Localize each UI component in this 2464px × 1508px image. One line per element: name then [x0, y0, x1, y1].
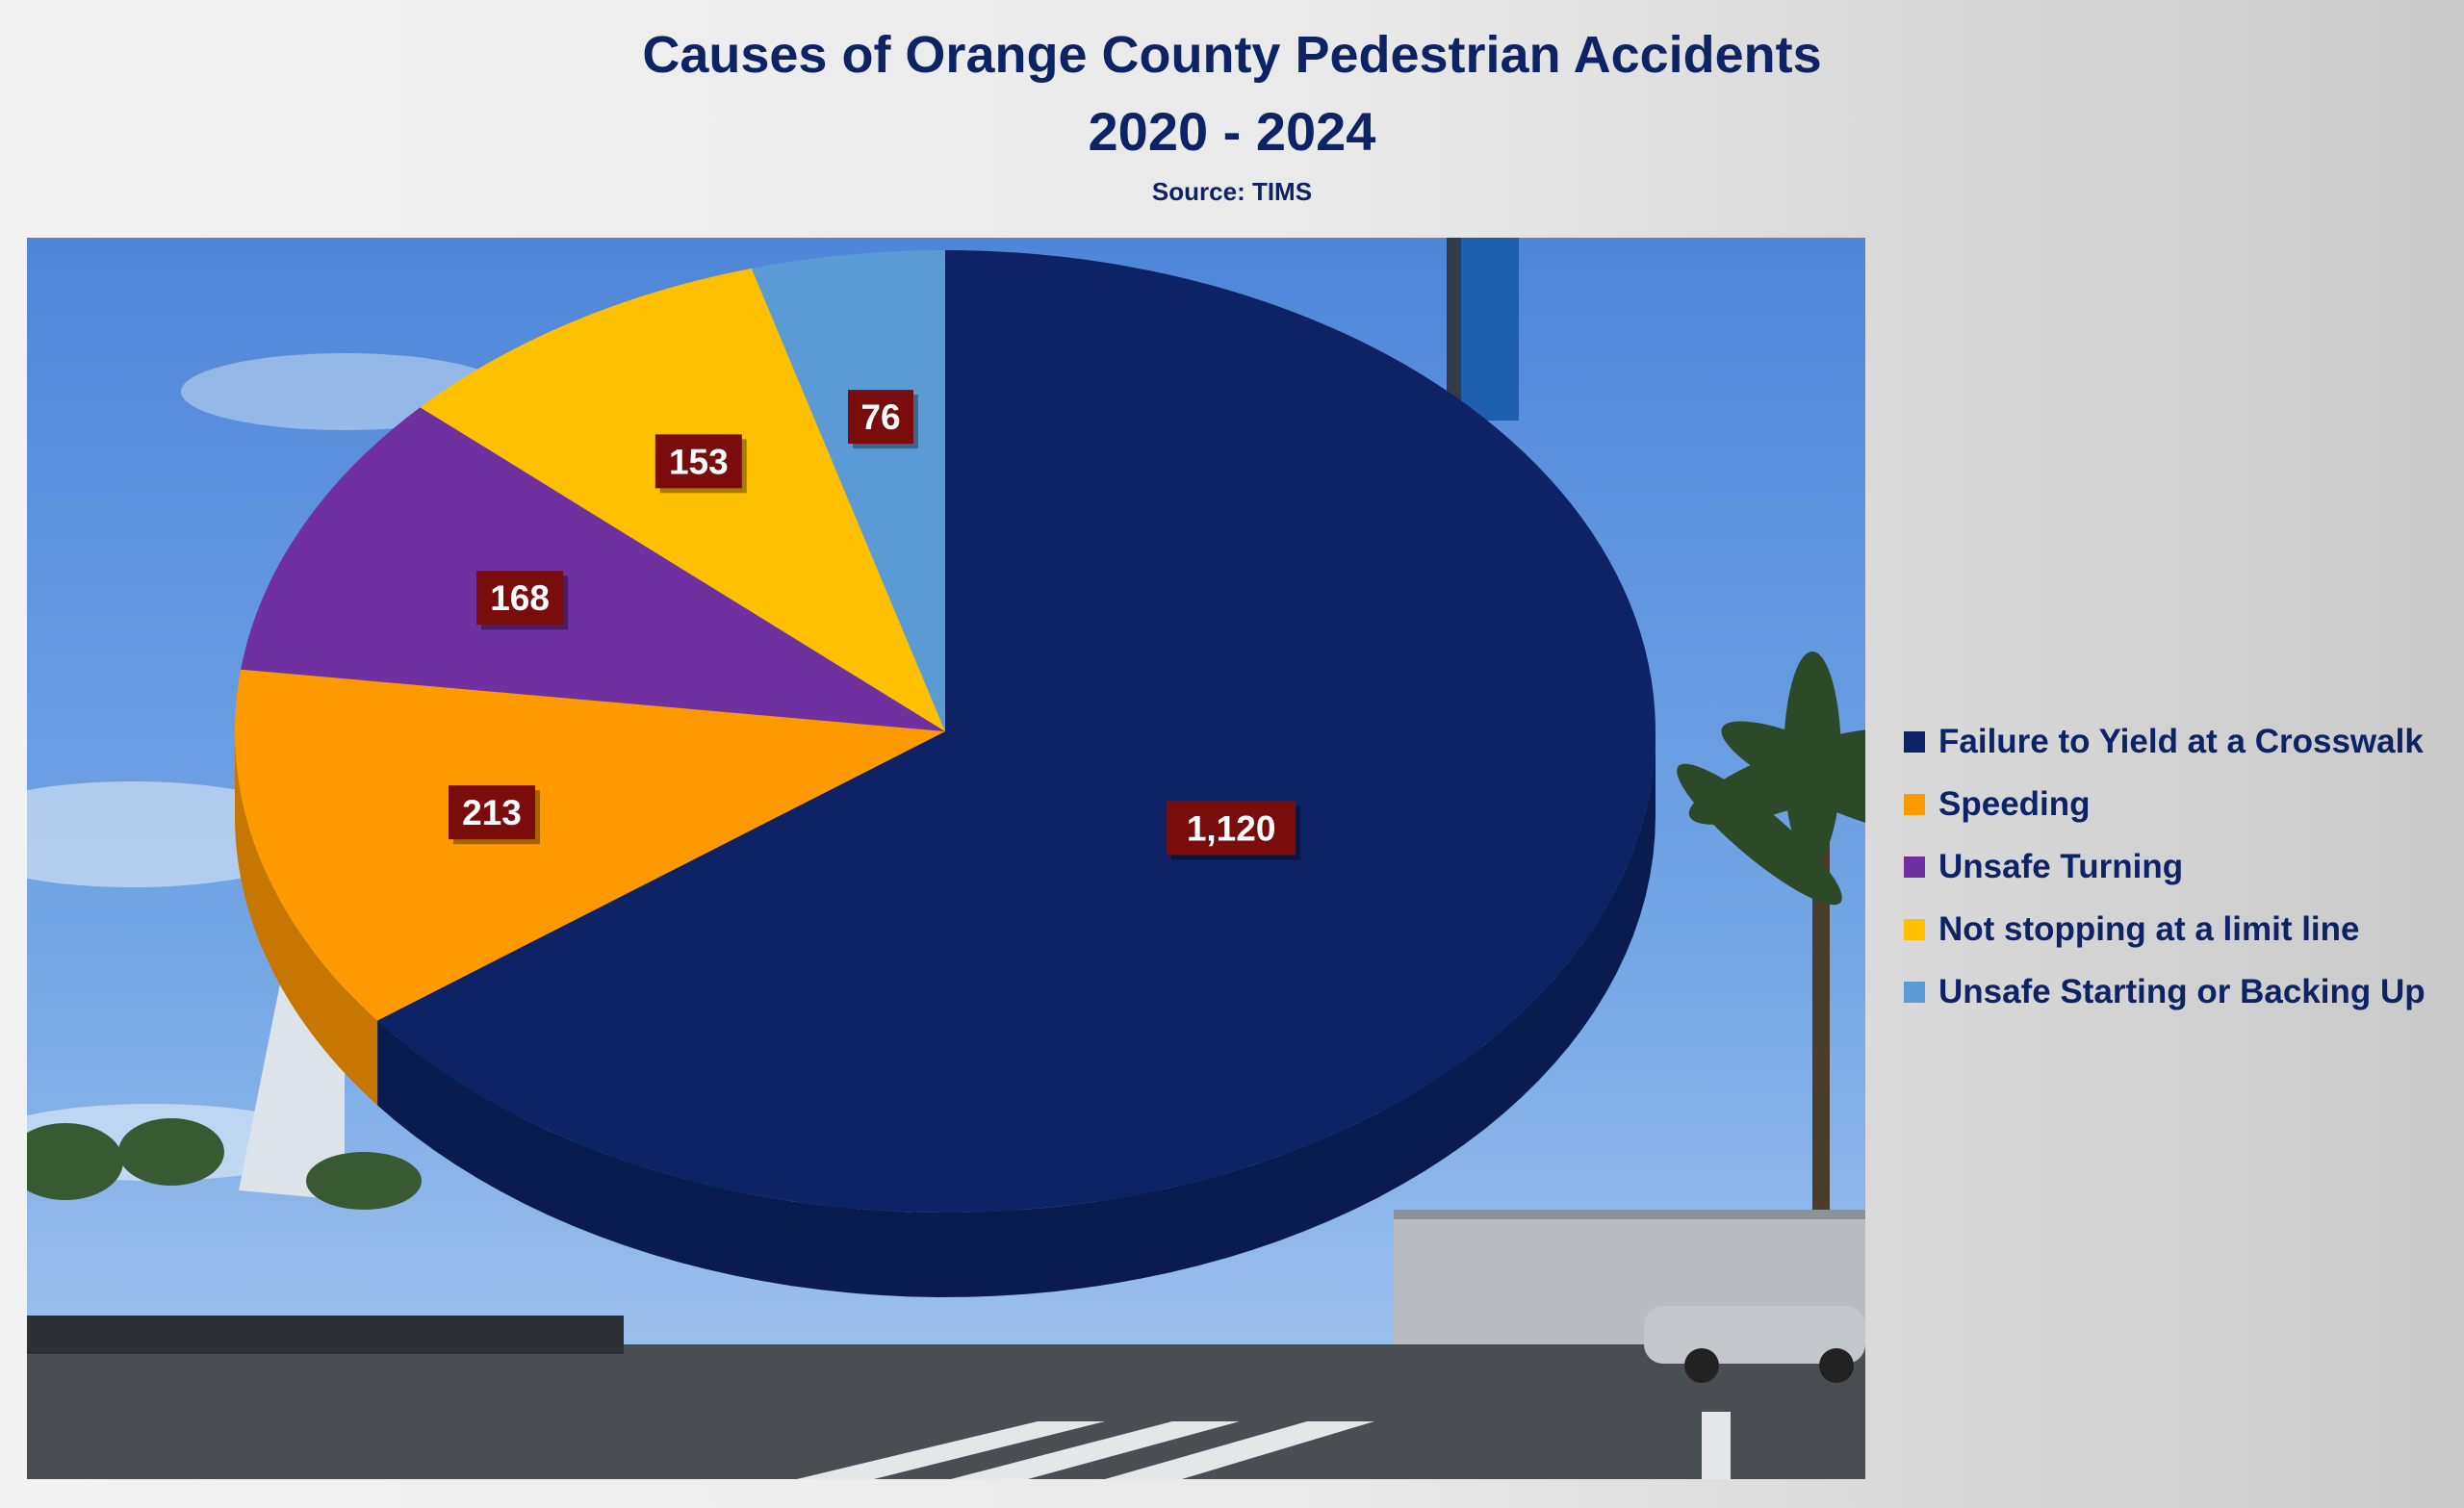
- legend-swatch: [1904, 730, 1925, 753]
- pie-slice-side: [235, 731, 378, 1106]
- legend-label: Unsafe Starting or Backing Up: [1938, 972, 2426, 1010]
- chart-title: Causes of Orange County Pedestrian Accid…: [642, 26, 1822, 84]
- legend-item: Failure to Yield at a Crosswalk: [1904, 710, 2452, 773]
- legend-label: Speeding: [1938, 784, 2091, 823]
- data-label-text: 153: [669, 442, 729, 481]
- data-label-text: 76: [860, 397, 900, 437]
- legend-swatch: [1904, 918, 1925, 940]
- legend-item: Unsafe Turning: [1904, 835, 2452, 898]
- legend-label: Unsafe Turning: [1938, 847, 2184, 885]
- legend-swatch: [1904, 793, 1925, 815]
- data-label-text: 213: [462, 793, 522, 832]
- data-label: 1,120: [1167, 801, 1301, 860]
- legend-item: Speeding: [1904, 773, 2452, 835]
- chart-source: Source: TIMS: [1151, 177, 1313, 206]
- legend-item: Not stopping at a limit line: [1904, 898, 2452, 960]
- legend-label: Not stopping at a limit line: [1938, 909, 2360, 948]
- pie-slice: [751, 250, 945, 731]
- data-label: 168: [476, 571, 569, 630]
- data-label: 213: [449, 785, 541, 845]
- legend-item: Unsafe Starting or Backing Up: [1904, 960, 2452, 1023]
- pie-slice-side: [377, 731, 1656, 1297]
- pie-slice: [241, 407, 945, 731]
- pie-slice: [235, 669, 945, 1021]
- pie-slice: [377, 250, 1656, 1213]
- data-label: 76: [847, 390, 918, 449]
- data-label-text: 1,120: [1187, 809, 1276, 849]
- chart-title-years: 2020 - 2024: [1088, 101, 1376, 162]
- legend-swatch: [1904, 856, 1925, 878]
- data-label: 153: [654, 434, 747, 494]
- legend-label: Failure to Yield at a Crosswalk: [1938, 722, 2424, 760]
- legend-swatch: [1904, 981, 1925, 1003]
- pie-slice: [420, 268, 945, 731]
- data-label-text: 168: [490, 578, 550, 618]
- chart-legend: Failure to Yield at a Crosswalk Speeding…: [1904, 710, 2452, 1023]
